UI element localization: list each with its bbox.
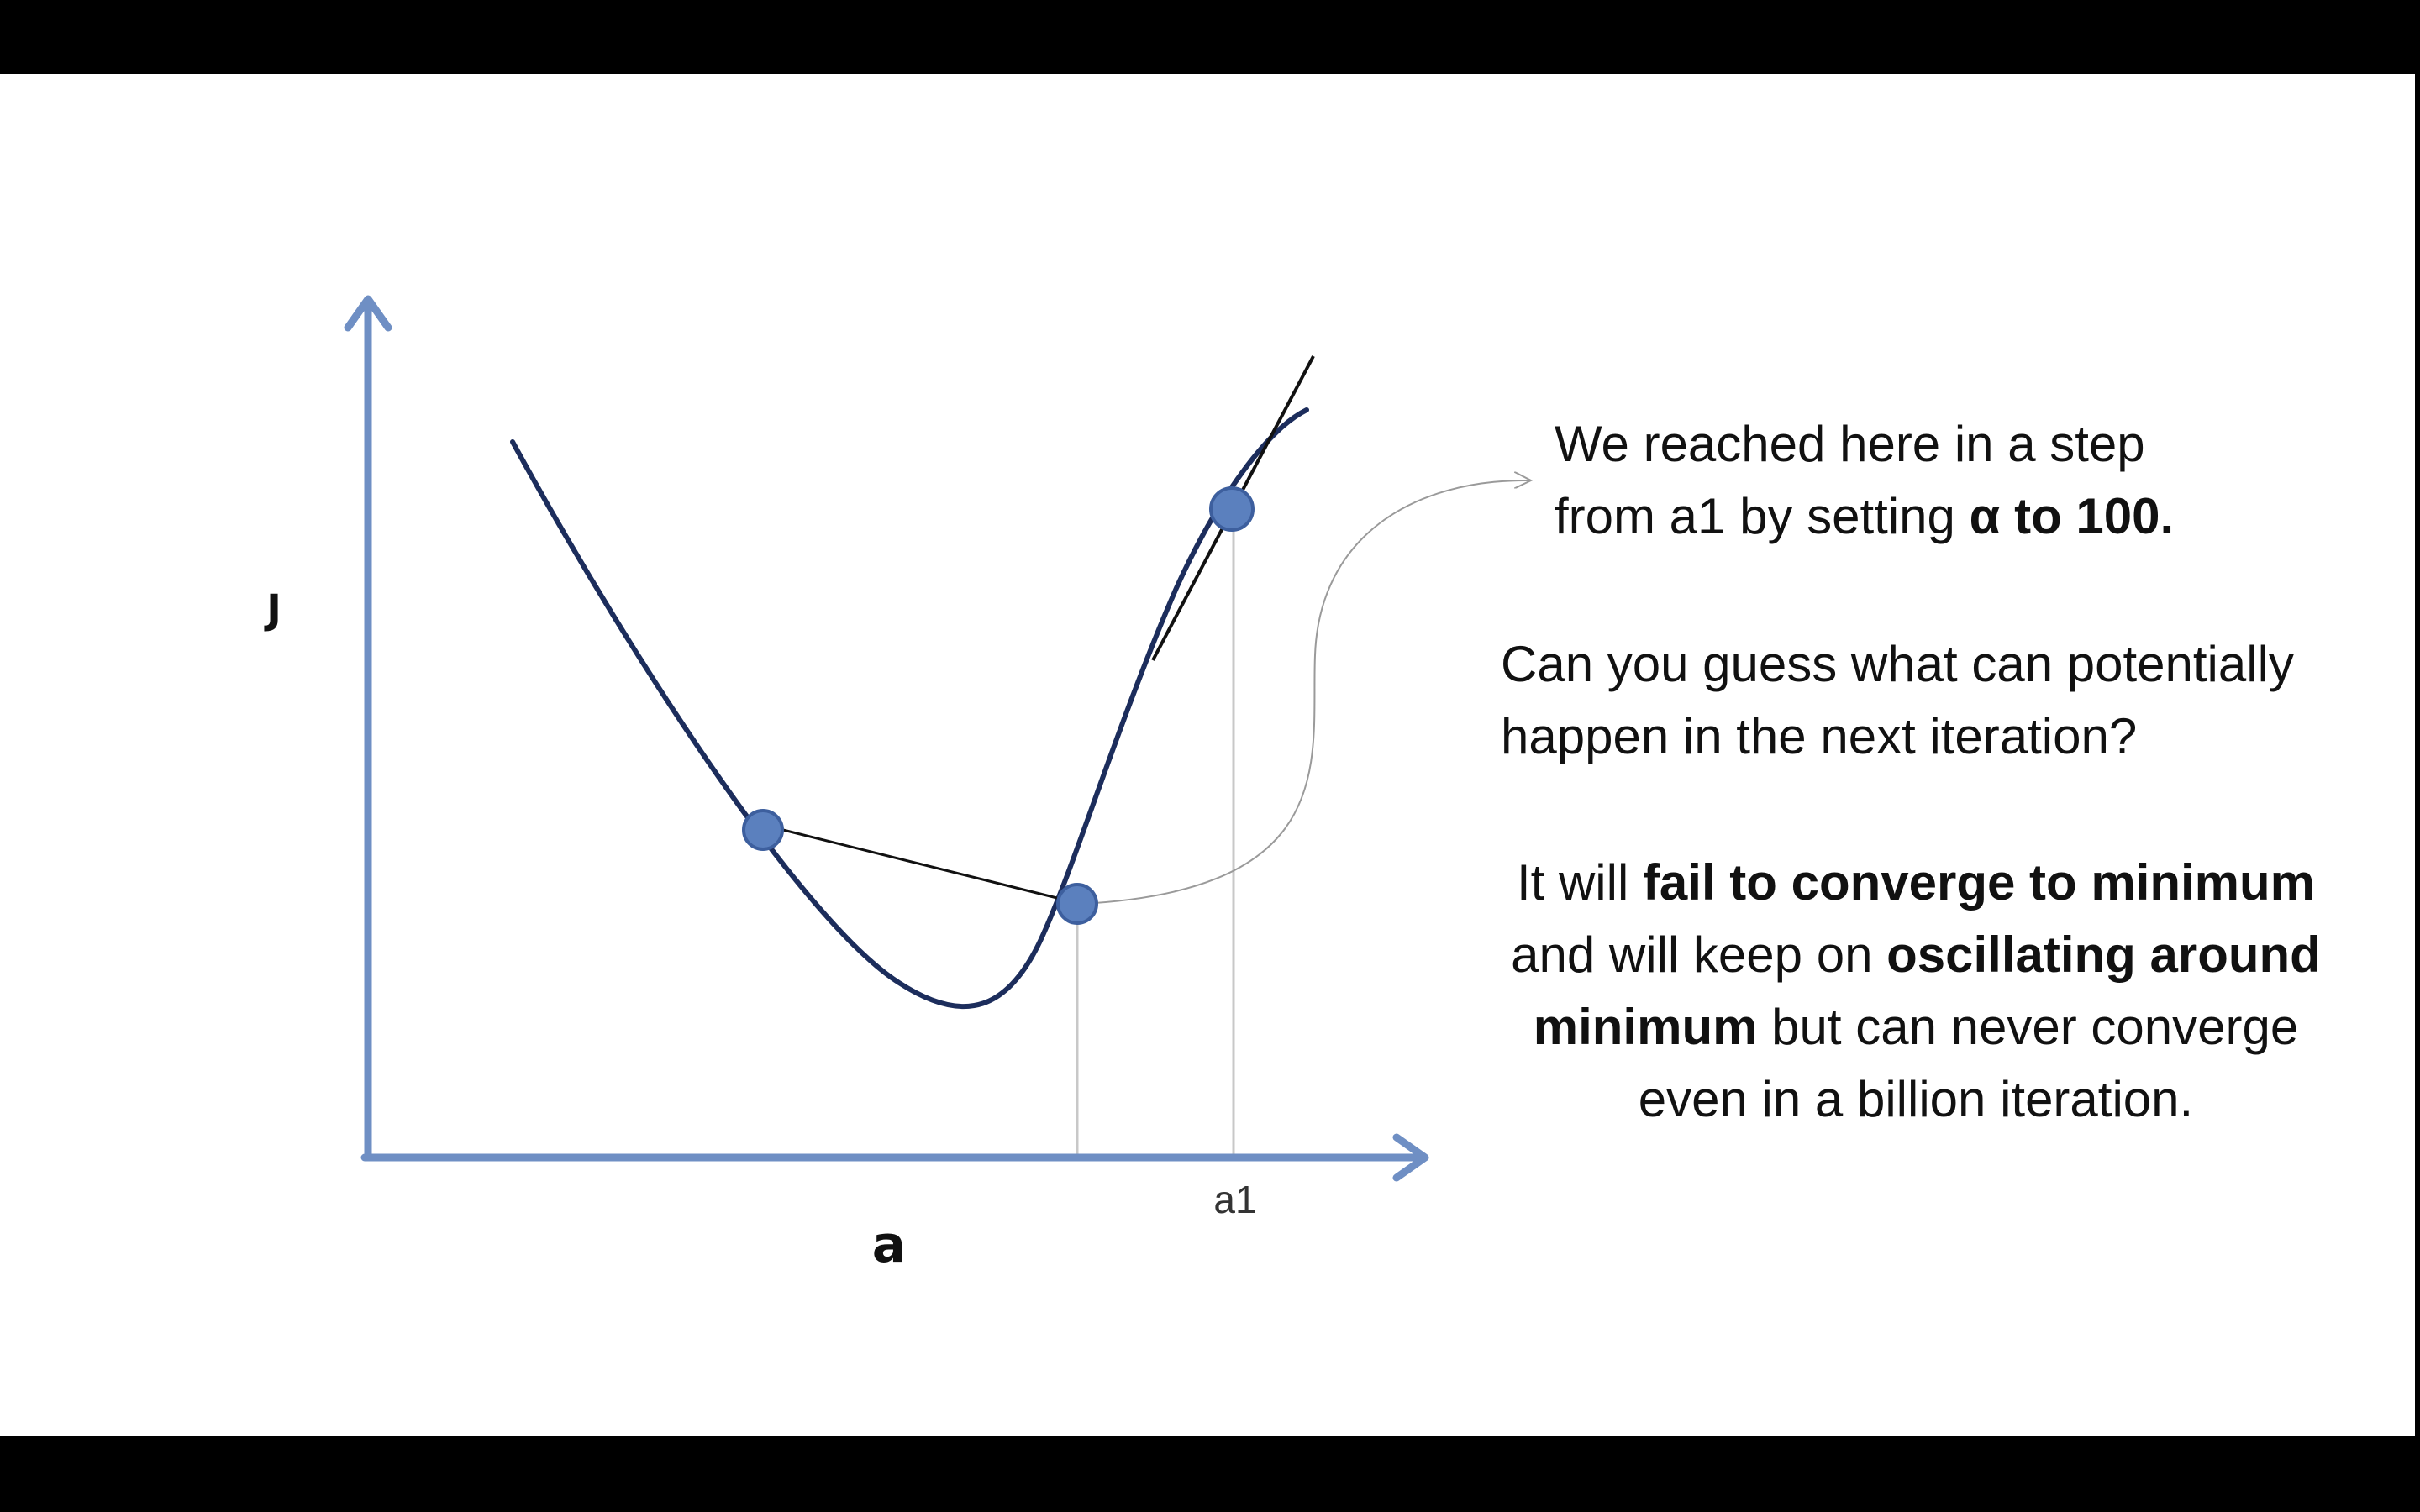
step-note-line-2-bold: α to 100.: [1969, 488, 2175, 544]
letterbox-top: [0, 0, 2420, 74]
answer-line-1: It will fail to converge to minimum: [1428, 847, 2403, 919]
annotation-step-note: We reached here in a step from a1 by set…: [1555, 408, 2174, 553]
slide: [0, 74, 2415, 1436]
annotation-connector: [1080, 480, 1531, 905]
answer-line-1-plain: It will: [1516, 854, 1643, 911]
answer-line-2-bold: oscillating around: [1886, 927, 2321, 983]
answer-line-4: even in a billion iteration.: [1638, 1071, 2194, 1127]
answer-line-2-plain: and will keep on: [1511, 927, 1887, 983]
question-paragraph: Can you guess what can potentially happe…: [1501, 628, 2294, 773]
point-current: [1056, 883, 1098, 925]
y-axis: [344, 295, 392, 1162]
step-note-line-1: We reached here in a step: [1555, 416, 2145, 472]
answer-line-3-bold: minimum: [1533, 999, 1758, 1055]
step-note-line-2-plain: from a1 by setting: [1555, 488, 1970, 544]
y-axis-label: J: [264, 586, 281, 633]
answer-line-3-plain: but can never converge: [1757, 999, 2299, 1055]
question-line-1: Can you guess what can potentially: [1501, 636, 2294, 692]
x-axis-label: a: [872, 1215, 907, 1274]
answer-paragraph: It will fail to converge to minimum and …: [1428, 847, 2403, 1136]
answer-line-2: and will keep on oscillating around: [1428, 919, 2403, 991]
answer-line-1-bold: fail to converge to minimum: [1642, 854, 2316, 911]
question-line-2: happen in the next iteration?: [1501, 708, 2138, 764]
x-axis: [360, 1133, 1429, 1182]
x-tick-label-a1: a1: [1213, 1178, 1256, 1221]
answer-line-3: minimum but can never converge: [1428, 991, 2403, 1063]
point-next: [742, 809, 784, 851]
next-step-arrow: [783, 830, 1068, 902]
point-a1: [1209, 486, 1255, 532]
letterbox-bottom: [0, 1436, 2420, 1512]
step-note-line-2: from a1 by setting α to 100.: [1555, 480, 2174, 553]
cost-curve: [510, 407, 1309, 1010]
